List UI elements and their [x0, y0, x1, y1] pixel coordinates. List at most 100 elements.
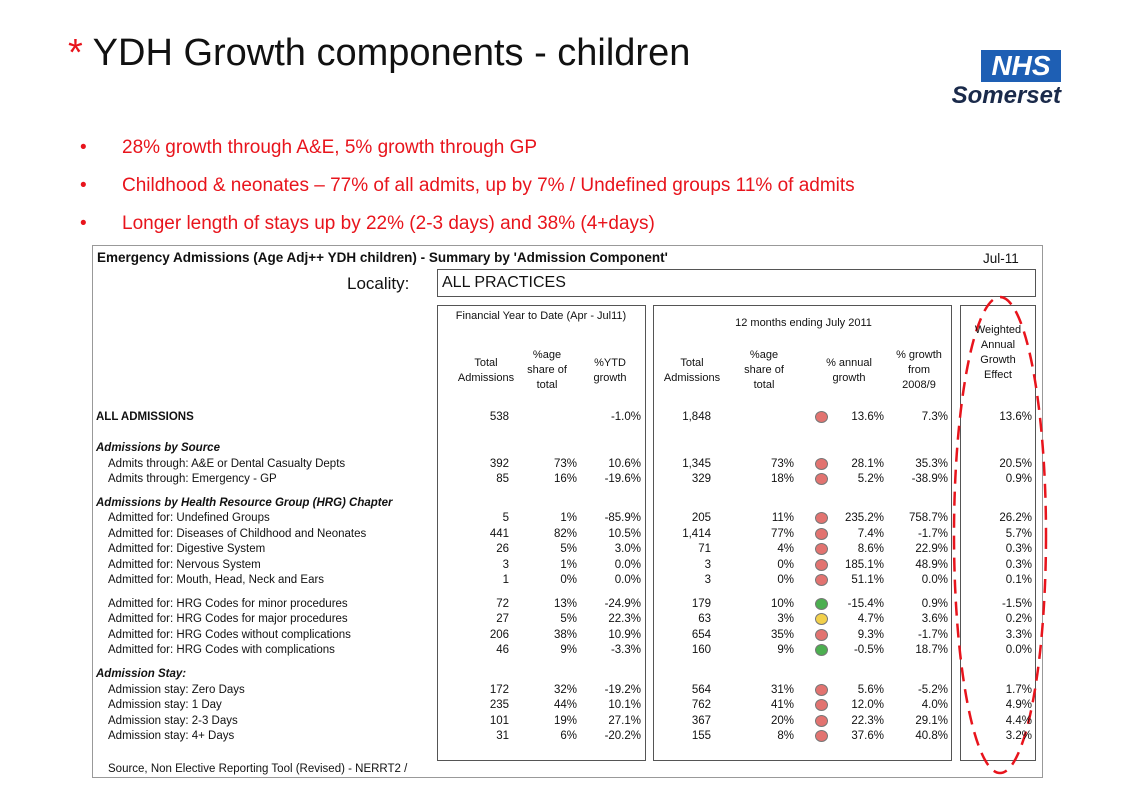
group-box	[437, 305, 646, 761]
cell: 0.0%	[1005, 644, 1032, 657]
table-date: Jul-11	[983, 251, 1019, 266]
bullet-text: Longer length of stays up by 22% (2-3 da…	[122, 213, 655, 234]
cell: 5.6%	[857, 683, 884, 696]
cell: -15.4%	[847, 598, 884, 610]
section-heading: Admission Stay:	[96, 668, 187, 681]
cell: 20.5%	[999, 457, 1032, 470]
cell: 172	[489, 683, 509, 696]
status-dot	[815, 527, 828, 540]
cell: 155	[691, 729, 711, 742]
cell: -1.7%	[917, 628, 948, 641]
cell: 758.7%	[908, 512, 948, 525]
cell: 654	[691, 628, 711, 641]
cell: 10.1%	[608, 699, 641, 712]
status-dot	[815, 598, 828, 610]
logo-name: Somerset	[951, 82, 1061, 109]
cell: 13.6%	[999, 411, 1032, 423]
locality-box	[437, 269, 1036, 297]
row-label: Admission stay: 1 Day	[108, 699, 222, 712]
title-marker: *	[68, 32, 83, 74]
column-header: Weighted Annual Growth Effect	[974, 324, 1022, 381]
cell: -38.9%	[911, 472, 948, 485]
cell: 0.9%	[921, 598, 948, 610]
cell: 10.5%	[608, 527, 641, 540]
cell: 63	[698, 613, 711, 626]
row-label: Admitted for: Digestive System	[108, 543, 266, 556]
cell: 0.0%	[921, 574, 948, 586]
cell: 7.3%	[921, 411, 948, 423]
status-dot	[815, 574, 828, 586]
cell: 3	[704, 574, 711, 586]
cell: 85	[496, 472, 509, 485]
cell: -1.7%	[917, 527, 948, 540]
cell: 18%	[770, 472, 794, 485]
bullet-text: Childhood & neonates – 77% of all admits…	[122, 175, 855, 196]
cell: 51.1%	[851, 574, 884, 586]
status-dot	[815, 729, 828, 742]
status-dot	[815, 543, 828, 556]
status-dot	[815, 613, 828, 626]
cell: 18.7%	[915, 644, 948, 657]
cell: 48.9%	[915, 558, 948, 571]
cell: 3	[502, 558, 509, 571]
cell: 1	[502, 574, 509, 586]
cell: 5.7%	[1005, 527, 1032, 540]
cell: 9%	[777, 644, 794, 657]
cell: 19%	[553, 714, 577, 727]
cell: 0.2%	[1005, 613, 1032, 626]
row-label: Admitted for: Nervous System	[108, 558, 261, 571]
bullet-text: 28% growth through A&E, 5% growth throug…	[122, 137, 538, 158]
cell: -3.3%	[610, 644, 641, 657]
cell: 185.1%	[844, 558, 884, 571]
status-dot	[815, 683, 828, 696]
cell: 4.9%	[1005, 699, 1032, 712]
cell: 72	[496, 598, 509, 610]
cell: 22.9%	[915, 543, 948, 556]
cell: 77%	[770, 527, 794, 540]
row-label: Admitted for: HRG Codes for minor proced…	[108, 598, 348, 610]
cell: 0.1%	[1005, 574, 1032, 586]
cell: 3.0%	[614, 543, 641, 556]
cell: 4.4%	[1005, 714, 1032, 727]
cell: 4.7%	[857, 613, 884, 626]
row-label: Admitted for: Mouth, Head, Neck and Ears	[108, 574, 325, 586]
cell: 8.6%	[857, 543, 884, 556]
status-dot	[815, 714, 828, 727]
row-label: Admitted for: HRG Codes for major proced…	[108, 613, 348, 626]
row-label: Admission stay: 2-3 Days	[108, 714, 238, 727]
cell: 31%	[770, 683, 794, 696]
cell: 1%	[560, 558, 577, 571]
cell: 22.3%	[851, 714, 884, 727]
cell: 1%	[560, 512, 577, 525]
cell: 367	[691, 714, 711, 727]
cell: 101	[489, 714, 509, 727]
section-heading: Admissions by Health Resource Group (HRG…	[96, 496, 393, 509]
cell: 0.3%	[1005, 558, 1032, 571]
logo-badge: NHS	[981, 50, 1061, 82]
cell: 9%	[560, 644, 577, 657]
cell: 44%	[553, 699, 577, 712]
cell: 73%	[770, 457, 794, 470]
cell: 392	[489, 457, 509, 470]
cell: 13%	[553, 598, 577, 610]
row-label: Admits through: Emergency - GP	[108, 472, 277, 485]
cell: 160	[691, 644, 711, 657]
cell: 5%	[560, 613, 577, 626]
cell: 38%	[553, 628, 577, 641]
row-label: Admitted for: HRG Codes with complicatio…	[108, 644, 335, 657]
cell: 41%	[770, 699, 794, 712]
column-header: % annual growth	[826, 357, 872, 384]
cell: 5%	[560, 543, 577, 556]
cell: -5.2%	[917, 683, 948, 696]
cell: 35%	[770, 628, 794, 641]
bullet-dot: •	[80, 213, 87, 234]
bullet-dot: •	[80, 175, 87, 196]
cell: 0%	[560, 574, 577, 586]
status-dot	[815, 558, 828, 571]
row-label: Admission stay: 4+ Days	[108, 729, 235, 742]
cell: 6%	[560, 729, 577, 742]
cell: 71	[698, 543, 711, 556]
cell: 73%	[553, 457, 577, 470]
cell: 235.2%	[844, 512, 884, 525]
